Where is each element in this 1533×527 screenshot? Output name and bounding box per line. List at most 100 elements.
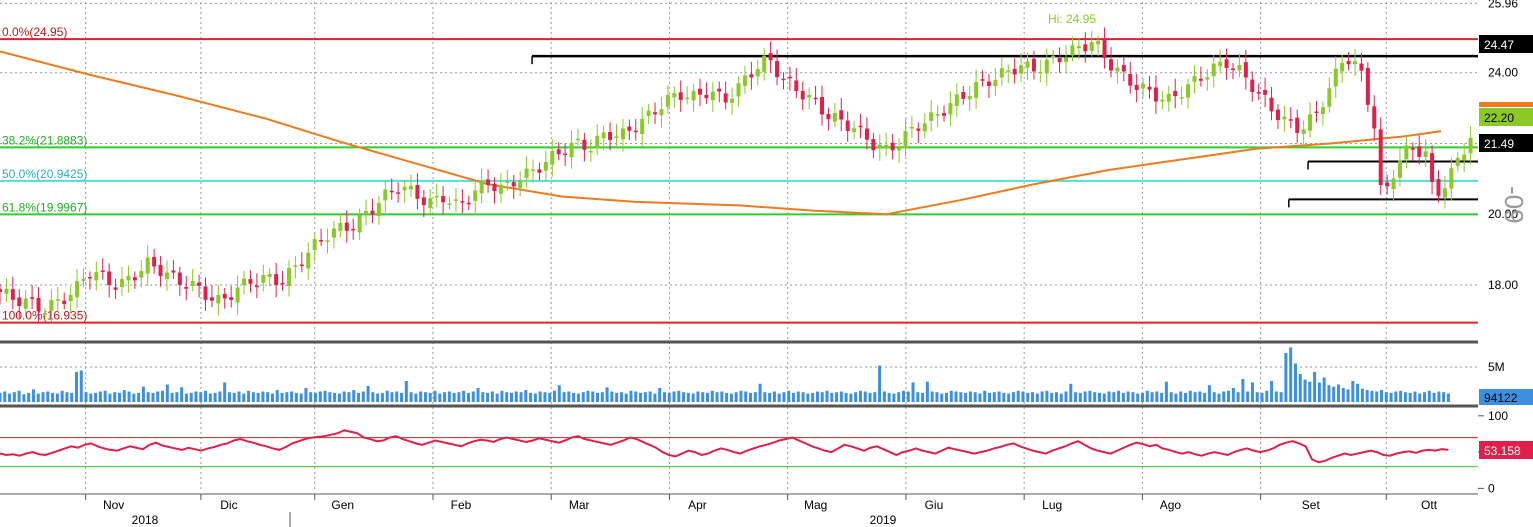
candle-body-184 bbox=[1179, 97, 1184, 99]
volume-bar-118 bbox=[562, 392, 566, 402]
candle-body-131 bbox=[839, 110, 844, 120]
candle-body-176 bbox=[1128, 74, 1133, 86]
volume-bar-144 bbox=[686, 392, 690, 402]
volume-bar-60 bbox=[285, 392, 289, 402]
volume-bar-280 bbox=[1336, 384, 1340, 402]
candle-body-26 bbox=[164, 272, 169, 279]
candle-body-74 bbox=[473, 190, 478, 201]
candle-body-177 bbox=[1134, 84, 1139, 90]
volume-bar-78 bbox=[371, 392, 375, 402]
volume-bar-282 bbox=[1346, 389, 1350, 402]
svg-text:21.49: 21.49 bbox=[1484, 137, 1514, 151]
candle-body-195 bbox=[1250, 79, 1255, 92]
candle-body-185 bbox=[1186, 84, 1191, 98]
volume-bar-70 bbox=[333, 392, 337, 402]
candle-body-173 bbox=[1108, 59, 1113, 71]
volume-bar-110 bbox=[524, 390, 528, 402]
volume-bar-43 bbox=[204, 390, 208, 402]
fib-label-2: 50.0%(20.9425) bbox=[2, 167, 87, 181]
candle-body-113 bbox=[723, 93, 728, 103]
volume-bar-210 bbox=[1002, 392, 1006, 402]
volume-bar-262 bbox=[1250, 382, 1254, 402]
volume-bar-160 bbox=[763, 392, 767, 402]
volume-bar-260 bbox=[1241, 378, 1245, 402]
candle-body-79 bbox=[505, 181, 510, 183]
price-badge-22-20: 22.20 bbox=[1479, 102, 1533, 126]
volume-bar-30 bbox=[141, 386, 145, 402]
volume-bar-149 bbox=[710, 390, 714, 402]
candle-body-159 bbox=[1019, 65, 1024, 74]
volume-bar-232 bbox=[1107, 391, 1111, 402]
volume-bar-66 bbox=[314, 392, 318, 402]
volume-bar-84 bbox=[400, 392, 404, 402]
volume-bar-0 bbox=[0, 392, 2, 402]
volume-bar-182 bbox=[868, 392, 872, 402]
volume-bar-272 bbox=[1298, 374, 1302, 402]
x-label-gen: Gen bbox=[331, 498, 354, 512]
volume-tick-5m: 5M bbox=[1488, 360, 1505, 374]
volume-bar-73 bbox=[347, 392, 351, 402]
volume-bar-247 bbox=[1179, 391, 1183, 402]
volume-bar-150 bbox=[715, 392, 719, 402]
volume-bar-293 bbox=[1399, 390, 1403, 402]
volume-layer bbox=[0, 347, 1450, 402]
volume-bar-180 bbox=[858, 390, 862, 402]
volume-bar-215 bbox=[1026, 392, 1030, 402]
candle-body-141 bbox=[903, 131, 908, 149]
volume-bar-225 bbox=[1074, 392, 1078, 402]
volume-bar-235 bbox=[1121, 392, 1125, 402]
volume-bar-279 bbox=[1332, 386, 1336, 402]
candle-body-167 bbox=[1070, 45, 1075, 56]
volume-bar-35 bbox=[165, 384, 169, 402]
candle-body-162 bbox=[1038, 72, 1043, 74]
volume-bar-6 bbox=[27, 392, 31, 402]
volume-bar-122 bbox=[581, 392, 585, 402]
volume-bar-54 bbox=[256, 392, 260, 402]
candle-body-206 bbox=[1320, 107, 1325, 115]
candle-body-54 bbox=[344, 222, 349, 231]
candle-body-45 bbox=[286, 267, 291, 287]
candle-body-22 bbox=[139, 271, 144, 278]
candle-body-132 bbox=[845, 120, 850, 131]
volume-bar-172 bbox=[820, 392, 824, 402]
candle-body-53 bbox=[338, 222, 343, 231]
candle-body-205 bbox=[1314, 111, 1319, 114]
candle-body-12 bbox=[75, 281, 80, 298]
x-label-set: Set bbox=[1302, 498, 1321, 512]
volume-bar-125 bbox=[596, 392, 600, 402]
volume-bar-56 bbox=[266, 392, 270, 402]
candle-body-166 bbox=[1064, 57, 1069, 62]
volume-bar-195 bbox=[930, 391, 934, 402]
candle-body-138 bbox=[884, 144, 889, 148]
volume-bar-34 bbox=[161, 390, 165, 402]
volume-bar-11 bbox=[51, 392, 55, 402]
volume-bar-31 bbox=[146, 392, 150, 402]
candle-body-31 bbox=[197, 282, 202, 286]
volume-bar-221 bbox=[1054, 392, 1058, 402]
volume-bar-18 bbox=[84, 392, 88, 402]
y-tick-label-3: 24.00 bbox=[1488, 66, 1518, 80]
volume-bar-17 bbox=[79, 370, 83, 402]
candle-body-139 bbox=[890, 142, 895, 151]
candle-body-116 bbox=[742, 75, 747, 86]
volume-bar-23 bbox=[108, 393, 112, 402]
candle-body-119 bbox=[762, 55, 767, 72]
volume-bar-184 bbox=[878, 365, 882, 402]
volume-badge: 94122 bbox=[1479, 389, 1533, 405]
volume-bar-111 bbox=[529, 392, 533, 402]
volume-bar-287 bbox=[1370, 390, 1374, 402]
volume-bar-112 bbox=[533, 393, 537, 402]
candle-body-28 bbox=[177, 272, 182, 285]
volume-bar-105 bbox=[500, 390, 504, 402]
candle-body-0 bbox=[0, 289, 2, 293]
candle-body-11 bbox=[68, 294, 73, 302]
volume-bar-238 bbox=[1136, 393, 1140, 402]
volume-bar-297 bbox=[1418, 393, 1422, 402]
volume-bar-197 bbox=[940, 393, 944, 402]
volume-bar-208 bbox=[992, 392, 996, 402]
volume-bar-36 bbox=[170, 392, 174, 402]
volume-bar-267 bbox=[1274, 391, 1278, 402]
candle-body-27 bbox=[171, 270, 176, 273]
candle-body-23 bbox=[145, 257, 150, 274]
volume-bar-137 bbox=[653, 393, 657, 402]
